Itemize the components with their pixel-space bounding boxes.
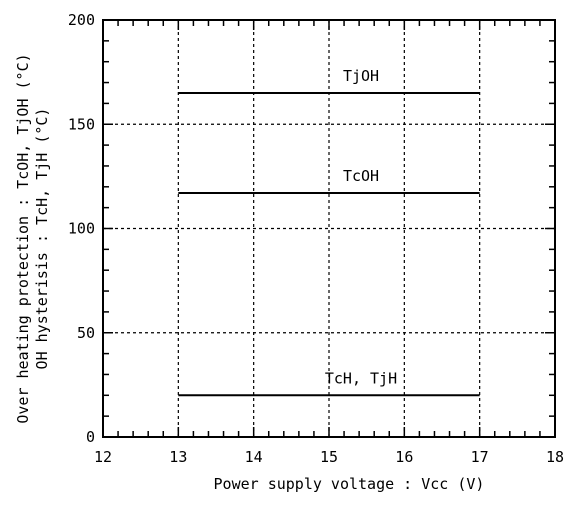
x-tick-label: 12: [94, 448, 112, 466]
series-label: TjOH: [343, 67, 379, 85]
series-label: TcOH: [343, 167, 379, 185]
series: TjOH TcOH TcH, TjH: [178, 67, 480, 397]
x-tick-label: 18: [546, 448, 564, 466]
series-label: TcH, TjH: [325, 369, 397, 387]
x-tick-label: 16: [395, 448, 413, 466]
y-tick-label: 0: [86, 428, 95, 446]
y-tick-label: 50: [77, 324, 95, 342]
x-tick-label: 13: [169, 448, 187, 466]
y-axis-title-line-1: Over heating protection : TcOH, TjOH (°C…: [14, 53, 32, 423]
plot-frame: [102, 19, 556, 438]
x-axis-title: Power supply voltage : Vcc (V): [214, 475, 485, 493]
y-tick-label: 100: [68, 220, 95, 238]
y-axis-title-line-2: OH hysterisis : TcH, TjH (°C): [33, 108, 51, 370]
x-tick-label: 17: [471, 448, 489, 466]
y-tick-label: 200: [68, 11, 95, 29]
tick-labels: 12 13 14 15 16 17 18 0 50 100 150 200: [68, 11, 564, 466]
x-tick-label: 15: [320, 448, 338, 466]
x-tick-label: 14: [245, 448, 263, 466]
y-tick-label: 150: [68, 115, 95, 133]
